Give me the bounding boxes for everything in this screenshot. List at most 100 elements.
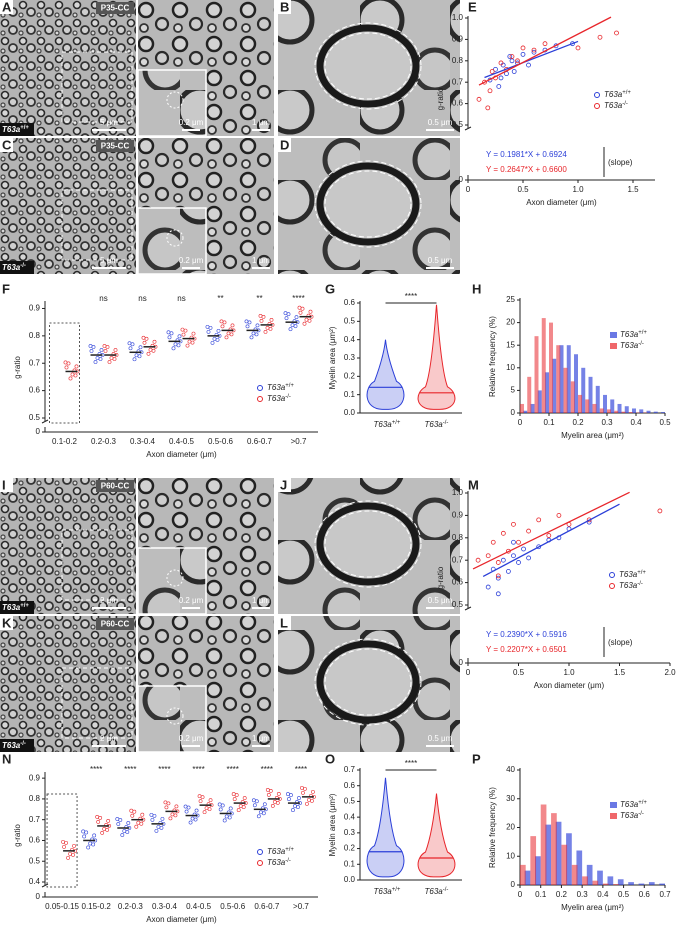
- histogram-bar: [574, 354, 578, 413]
- dot-cloud: [91, 345, 96, 349]
- genotype-superscript: +/+: [392, 420, 401, 426]
- dot-cloud: [224, 335, 229, 340]
- region-label: P35-CC: [101, 4, 130, 13]
- y-axis-title: g-ratio: [436, 566, 445, 589]
- dot-cloud: [206, 329, 211, 334]
- histogram-bar: [595, 385, 600, 413]
- histogram-bar: [617, 403, 622, 413]
- x-tick-label: >0.7: [291, 437, 307, 446]
- dot-cloud: [142, 340, 147, 345]
- y-tick-label: 0.4: [344, 812, 356, 821]
- gene-name: T63a: [2, 603, 21, 612]
- x-tick-label: 0.2: [556, 890, 568, 899]
- legend-marker: [594, 103, 600, 109]
- y-axis-title: g-ratio: [13, 356, 22, 379]
- y-tick-label: 0.2: [344, 844, 356, 853]
- chart: N 0 0.4 0.5 0.6 0.7 0.8 0.9 Axon diameter (μm) g-…: [2, 751, 318, 924]
- scatter-point: [597, 34, 603, 40]
- micrograph: P35-CC T63a+/+ 5 μm 0.2 μm 1 μm A: [0, 0, 274, 137]
- dot-cloud: [152, 813, 157, 818]
- inset-roi: [166, 229, 184, 247]
- gene-name: T63a: [604, 101, 623, 110]
- histogram-bar: [576, 850, 583, 885]
- y-tick-label: 0.5: [344, 316, 356, 325]
- dot-cloud: [105, 345, 110, 349]
- gene-name: T63a: [620, 341, 639, 350]
- y-tick-label: 0.5: [29, 413, 41, 422]
- y-tick-label: 0.6: [452, 99, 464, 108]
- genotype-label: T63a-/-: [425, 887, 449, 897]
- x-tick-label: 0.5: [513, 668, 525, 677]
- histogram-bar: [617, 879, 624, 885]
- dot-cloud: [169, 331, 174, 336]
- panel-letter-bg: [278, 0, 291, 14]
- x-tick-label: 0.3-0.4: [130, 437, 155, 446]
- y-tick-label: 10: [506, 363, 515, 372]
- dot-cloud: [177, 334, 182, 339]
- panel-letter: F: [2, 281, 10, 296]
- dot-cloud: [222, 320, 227, 325]
- micrograph: 0.5 μm B: [278, 0, 460, 136]
- histogram-bar: [621, 411, 626, 413]
- x-tick-label: 0.2: [572, 418, 584, 427]
- legend-marker: [610, 802, 617, 808]
- genotype-superscript: -/-: [622, 101, 628, 107]
- dot-cloud: [230, 323, 235, 328]
- outer-dash: [314, 500, 422, 588]
- scatter-point: [507, 54, 513, 59]
- dot-cloud: [105, 828, 110, 832]
- gene-name: T63a: [267, 383, 286, 392]
- genotype-superscript: +/+: [638, 330, 647, 336]
- dot-cloud: [202, 810, 207, 815]
- panel-letter: L: [280, 615, 288, 630]
- dot-cloud: [194, 808, 199, 813]
- y-tick-label: 0.7: [29, 358, 41, 367]
- scatter-point: [511, 521, 516, 527]
- dot-cloud: [166, 801, 171, 806]
- region-bg: [96, 618, 134, 630]
- scatter-point: [536, 517, 542, 523]
- dot-cloud: [254, 332, 259, 337]
- y-tick-label: 0.8: [452, 56, 464, 65]
- legend-marker: [610, 332, 617, 338]
- scatter-point: [531, 49, 537, 55]
- dot-cloud: [300, 306, 305, 311]
- dot-cloud: [186, 805, 191, 810]
- dot-cloud: [146, 351, 151, 356]
- y-tick-label: 0.4: [344, 335, 356, 344]
- scatter-point: [511, 69, 517, 74]
- dot-cloud: [160, 816, 165, 821]
- y-tick-label: 0: [36, 892, 41, 901]
- panel-letter-bg: [0, 616, 13, 630]
- histogram-bar: [653, 411, 658, 413]
- gene-name: T63a: [619, 581, 638, 590]
- dot-cloud: [66, 361, 71, 366]
- y-tick-label: 0.9: [452, 511, 464, 520]
- region-label: P60-CC: [101, 482, 130, 491]
- significance-label: ****: [158, 765, 170, 774]
- histogram-bar: [520, 864, 526, 885]
- histogram-bar: [597, 870, 603, 885]
- scale-label: 0.2 μm: [179, 118, 204, 127]
- scatter-point: [490, 539, 496, 545]
- inner-dash: [324, 510, 412, 578]
- dot-cloud: [268, 789, 273, 793]
- y-tick-label: 0.1: [344, 859, 356, 868]
- scale-label: 0.5 μm: [428, 256, 453, 265]
- x-tick-label: 0: [518, 890, 523, 899]
- y-axis-title: Myelin area (μm²): [328, 326, 337, 389]
- roi-box: [61, 667, 133, 739]
- significance-label: ****: [405, 292, 417, 301]
- x-tick-label: 0: [518, 418, 523, 427]
- micrograph-low-mag: [0, 478, 136, 614]
- dot-cloud: [98, 357, 103, 361]
- outer-dash: [314, 22, 422, 110]
- y-tick-label: 0.9: [29, 304, 41, 313]
- histogram-bar: [599, 408, 604, 413]
- inset: [137, 69, 207, 137]
- panel-letter-bg: [0, 0, 13, 14]
- dot-cloud: [151, 348, 156, 353]
- y-tick-label: 0: [511, 880, 516, 889]
- genotype-label: T63a+/+: [604, 90, 631, 100]
- scatter-point: [489, 69, 495, 74]
